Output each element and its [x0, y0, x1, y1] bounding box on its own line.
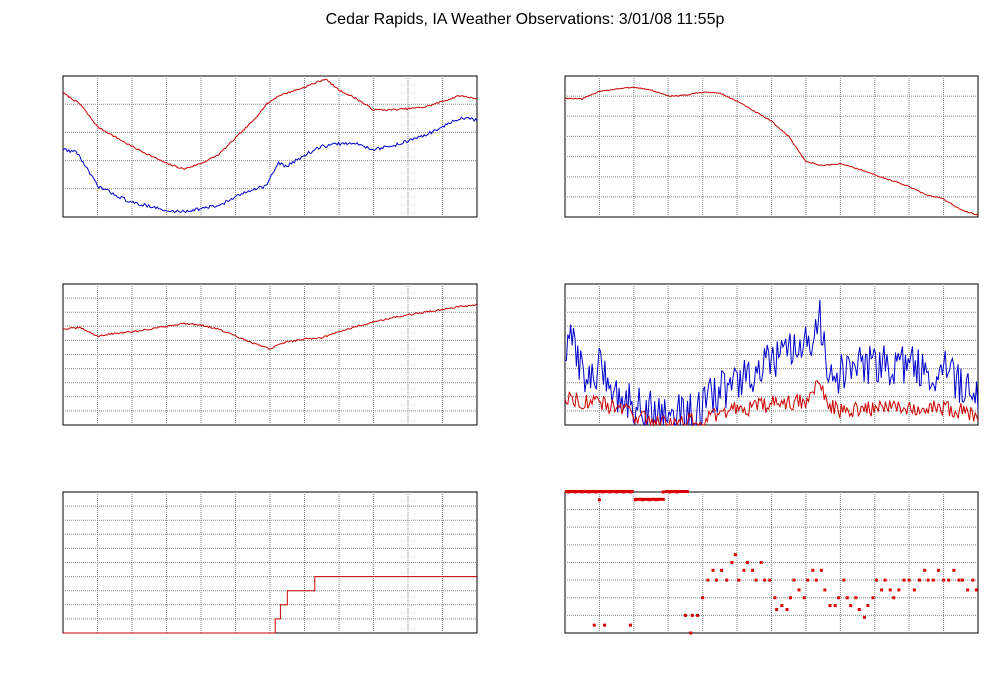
data-run [664, 490, 689, 493]
data-point [720, 568, 724, 572]
data-point [892, 596, 896, 600]
data-point [871, 596, 875, 600]
page-title: Cedar Rapids, IA Weather Observations: 3… [326, 11, 725, 28]
data-run [633, 497, 665, 501]
data-point [971, 578, 975, 582]
data-point [690, 613, 694, 617]
chart-direction [564, 490, 979, 635]
data-point [823, 588, 827, 592]
data-point [897, 588, 901, 592]
data-point [696, 613, 700, 617]
chart-wind [564, 283, 979, 427]
data-point [689, 631, 693, 635]
data-point [603, 623, 607, 627]
data-point [780, 604, 784, 608]
series-line [62, 78, 478, 171]
chart-humidity [62, 283, 478, 426]
data-point [866, 604, 870, 608]
data-point [845, 596, 849, 600]
data-point [833, 604, 837, 608]
chart-rain [62, 491, 478, 634]
data-point [862, 615, 866, 619]
data-point [714, 578, 718, 582]
data-point [759, 561, 763, 564]
series-line [564, 380, 979, 427]
series-line [62, 116, 478, 214]
data-point [768, 578, 772, 582]
data-point [773, 596, 777, 600]
data-point [754, 578, 758, 582]
data-point [912, 588, 916, 592]
data-point [926, 578, 930, 582]
data-point [857, 608, 861, 611]
data-point [874, 578, 878, 582]
data-point [592, 623, 596, 627]
data-point [701, 596, 705, 600]
data-point [880, 588, 884, 592]
data-point [792, 578, 796, 582]
data-point [907, 578, 911, 582]
data-point [883, 578, 887, 582]
data-point [957, 578, 961, 582]
data-point [745, 561, 749, 564]
data-point [819, 568, 823, 572]
series-line [62, 304, 477, 350]
series-line [564, 299, 979, 427]
data-point [931, 578, 935, 582]
data-point [814, 578, 818, 582]
data-point [742, 568, 746, 572]
data-point [661, 490, 665, 494]
data-point [849, 604, 853, 608]
data-point [785, 608, 789, 611]
data-point [628, 623, 632, 627]
data-point [706, 578, 710, 582]
data-point [842, 578, 846, 582]
data-point [806, 578, 810, 582]
data-point [711, 568, 715, 572]
data-run [565, 490, 634, 493]
data-point [947, 578, 951, 582]
data-point [811, 568, 815, 572]
data-point [888, 588, 892, 592]
data-point [737, 578, 741, 582]
data-point [854, 596, 858, 600]
data-point [802, 596, 806, 600]
data-point [923, 568, 927, 572]
chart-temp [62, 75, 478, 218]
data-point [797, 588, 801, 592]
data-point [775, 608, 779, 611]
data-point [788, 596, 792, 600]
data-point [966, 588, 970, 592]
data-point [733, 553, 737, 557]
data-point [952, 568, 956, 572]
data-point [751, 568, 755, 572]
chart-pressure [564, 75, 979, 218]
data-point [917, 578, 921, 582]
data-point [902, 578, 906, 582]
chart-panels [62, 75, 979, 635]
data-point [730, 561, 734, 564]
data-point [974, 588, 978, 592]
data-point [961, 578, 965, 582]
data-point [763, 578, 767, 582]
data-point [837, 596, 841, 600]
series-line [63, 576, 477, 634]
data-point [942, 578, 946, 582]
data-point [597, 498, 601, 502]
data-point [725, 578, 729, 582]
data-point [683, 613, 687, 617]
series-line [564, 86, 979, 216]
data-point [828, 604, 832, 608]
data-point [936, 568, 940, 572]
